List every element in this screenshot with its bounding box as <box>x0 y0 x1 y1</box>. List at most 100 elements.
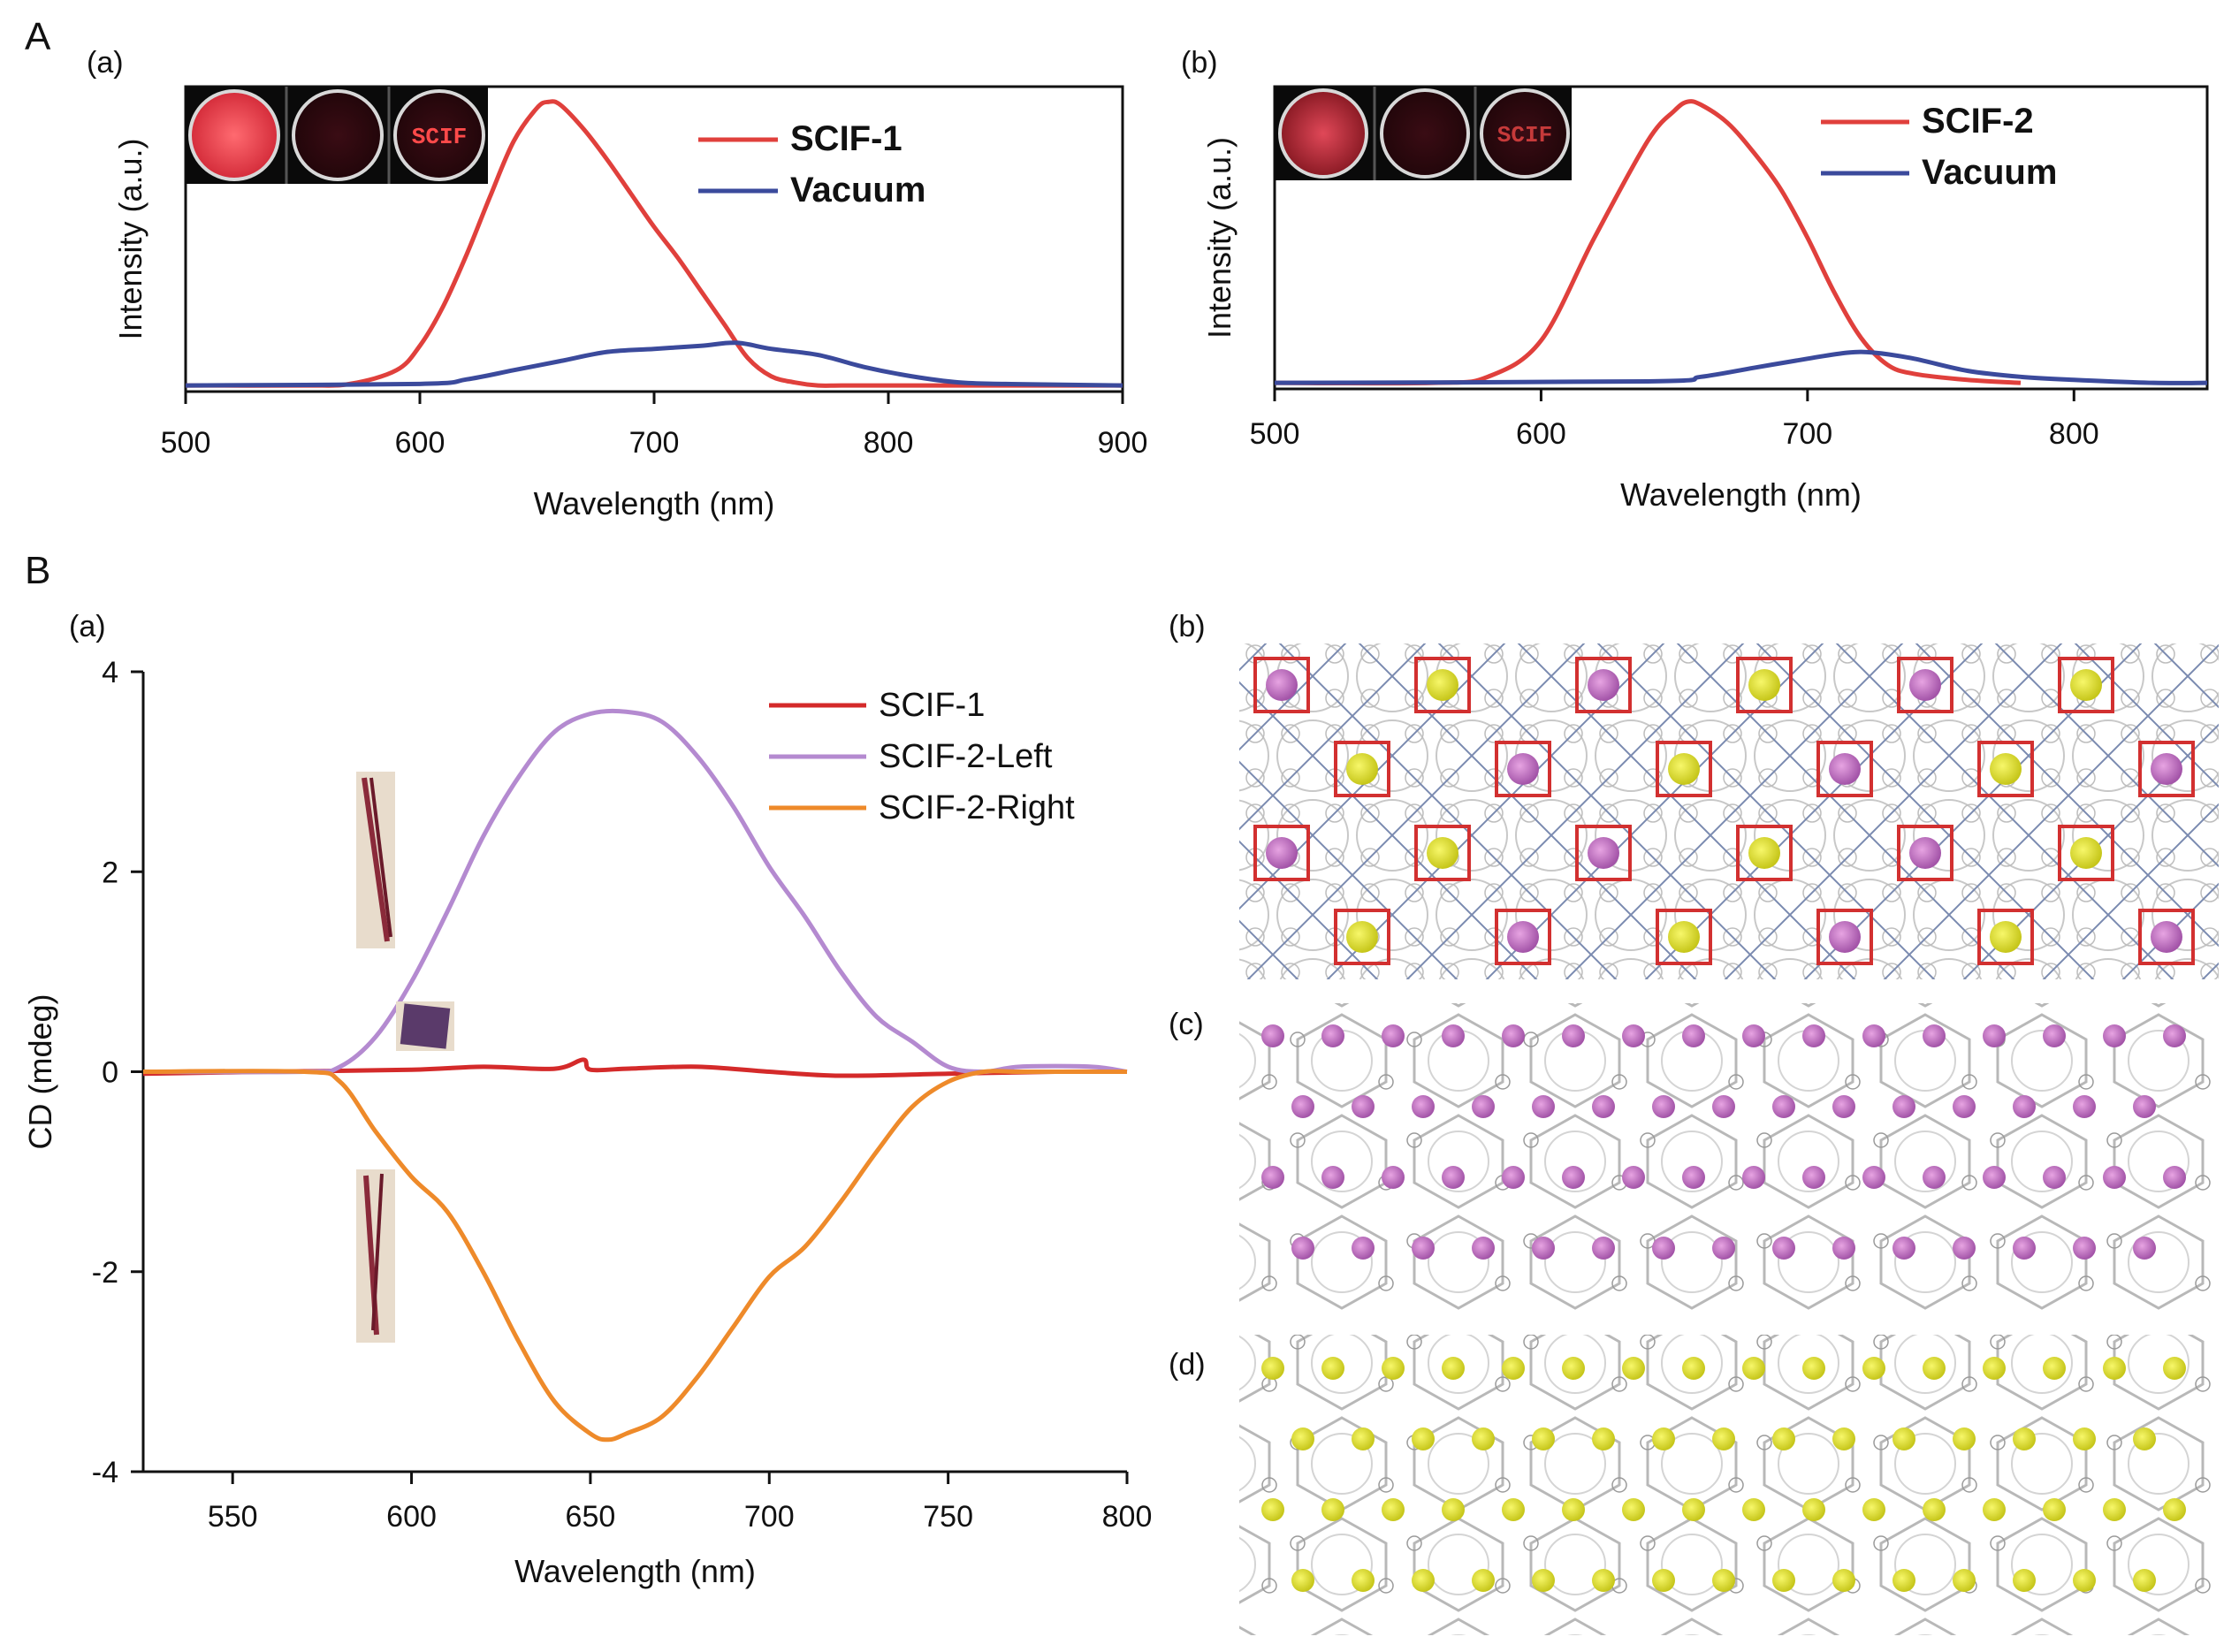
guest-atom <box>1622 1024 1645 1047</box>
x-tick-label: 550 <box>208 1500 258 1534</box>
x-tick-label: 800 <box>864 426 914 460</box>
guest-atom <box>1588 837 1619 869</box>
guest-atom <box>2013 1095 2036 1118</box>
guest-atom <box>1862 1357 1885 1380</box>
guest-atom <box>1832 1427 1855 1450</box>
guest-atom <box>1909 837 1941 869</box>
metal-cluster-frame <box>1253 657 1310 713</box>
guest-atom <box>1291 1095 1314 1118</box>
guest-atom <box>1772 1095 1795 1118</box>
guest-atom <box>1412 1427 1435 1450</box>
guest-atom <box>1346 921 1378 953</box>
metal-cluster-frame <box>1334 909 1390 965</box>
x-axis-label: Wavelength (nm) <box>534 485 775 521</box>
metal-cluster-frame <box>1656 741 1712 797</box>
guest-atom <box>1261 1024 1284 1047</box>
series-line-scif-2-left <box>142 708 1128 1075</box>
guest-atom <box>1592 1237 1615 1260</box>
guest-atom <box>1990 921 2022 953</box>
inset-crystals-Ba <box>356 772 454 1343</box>
sublabel-Bd: (d) <box>1169 1348 1206 1382</box>
legend-label: SCIF-2-Right <box>879 789 1075 826</box>
guest-atom <box>2070 837 2102 869</box>
photo-glowing-disk <box>188 89 280 181</box>
legend-label: SCIF-2 <box>1922 102 2034 141</box>
guest-atom <box>1442 1357 1465 1380</box>
guest-atom <box>1502 1024 1525 1047</box>
chart-Aa-emission-scif1: 500 600 700 800 900 Wavelength (nm) Intensity … <box>112 85 1147 521</box>
guest-atom <box>1892 1427 1915 1450</box>
x-tick-label: 750 <box>923 1500 973 1534</box>
sublabel-Ba: (a) <box>69 610 106 643</box>
metal-cluster-frame <box>2138 741 2195 797</box>
guest-atom <box>2133 1569 2156 1592</box>
x-tick-label: 700 <box>744 1500 795 1534</box>
guest-atom <box>1712 1237 1735 1260</box>
guest-atom <box>1266 837 1298 869</box>
guest-atom <box>1682 1357 1705 1380</box>
guest-atom <box>1291 1569 1314 1592</box>
guest-atom <box>1622 1498 1645 1521</box>
guest-atom <box>1668 753 1700 785</box>
guest-atom <box>1983 1166 2006 1189</box>
metal-cluster-frame <box>2058 825 2114 881</box>
guest-atom <box>1742 1024 1765 1047</box>
guest-atom <box>1352 1427 1375 1450</box>
legend-label: SCIF-1 <box>879 687 985 724</box>
guest-atom <box>1532 1095 1555 1118</box>
metal-cluster-frame <box>1495 909 1551 965</box>
x-axis-label: Wavelength (nm) <box>1620 476 1862 513</box>
guest-atom <box>1472 1237 1495 1260</box>
series-line-scif-2 <box>1274 99 2022 386</box>
guest-atom <box>1382 1357 1405 1380</box>
guest-atom <box>1412 1095 1435 1118</box>
chart-Ab-emission-scif2: 500 600 700 800 Wavelength (nm) Intensity (a.… <box>1201 85 2209 513</box>
sublabel-Bb: (b) <box>1169 610 1206 643</box>
guest-atom <box>1588 669 1619 701</box>
guest-atom <box>2073 1095 2096 1118</box>
y-tick-label: 2 <box>102 856 118 889</box>
guest-atom <box>1592 1569 1615 1592</box>
guest-atom <box>1382 1498 1405 1521</box>
sublabel-Aa: (a) <box>87 46 124 80</box>
photo-scif-disk <box>1480 88 1570 179</box>
guest-atom <box>1412 1569 1435 1592</box>
guest-atom <box>1953 1095 1976 1118</box>
guest-atom <box>1652 1569 1675 1592</box>
guest-atom <box>1622 1357 1645 1380</box>
guest-atom <box>1261 1166 1284 1189</box>
guest-atom <box>1923 1357 1946 1380</box>
x-axis-label: Wavelength (nm) <box>514 1553 756 1589</box>
guest-atom <box>1923 1498 1946 1521</box>
crystal-structure-c <box>1239 1003 2219 1313</box>
guest-atom <box>1507 753 1539 785</box>
inset-scif-text-2: SCIF <box>1497 122 1552 148</box>
guest-atom <box>2073 1237 2096 1260</box>
guest-atom <box>1892 1237 1915 1260</box>
guest-atom <box>1291 1427 1314 1450</box>
y-tick-label: -2 <box>92 1256 118 1290</box>
guest-atom <box>2163 1024 2186 1047</box>
guest-atom <box>1562 1357 1585 1380</box>
guest-atom <box>1427 669 1458 701</box>
guest-atom <box>1712 1427 1735 1450</box>
guest-atom <box>1652 1095 1675 1118</box>
metal-cluster-frame <box>1414 657 1471 713</box>
metal-cluster-frame <box>1977 741 2034 797</box>
guest-atom <box>2133 1237 2156 1260</box>
sublabel-Bc: (c) <box>1169 1008 1204 1041</box>
metal-cluster-frame <box>1334 741 1390 797</box>
y-tick-label: 4 <box>102 656 118 689</box>
guest-atom <box>2013 1569 2036 1592</box>
guest-atom <box>1668 921 1700 953</box>
guest-atom <box>1652 1427 1675 1450</box>
guest-atom <box>1682 1166 1705 1189</box>
guest-atom <box>1983 1498 2006 1521</box>
guest-atom <box>1472 1427 1495 1450</box>
guest-atom <box>1352 1237 1375 1260</box>
guest-atom <box>2013 1237 2036 1260</box>
guest-atom <box>2073 1427 2096 1450</box>
guest-atom <box>1321 1498 1344 1521</box>
guest-atom <box>1862 1024 1885 1047</box>
plot-frame <box>1273 85 2209 391</box>
